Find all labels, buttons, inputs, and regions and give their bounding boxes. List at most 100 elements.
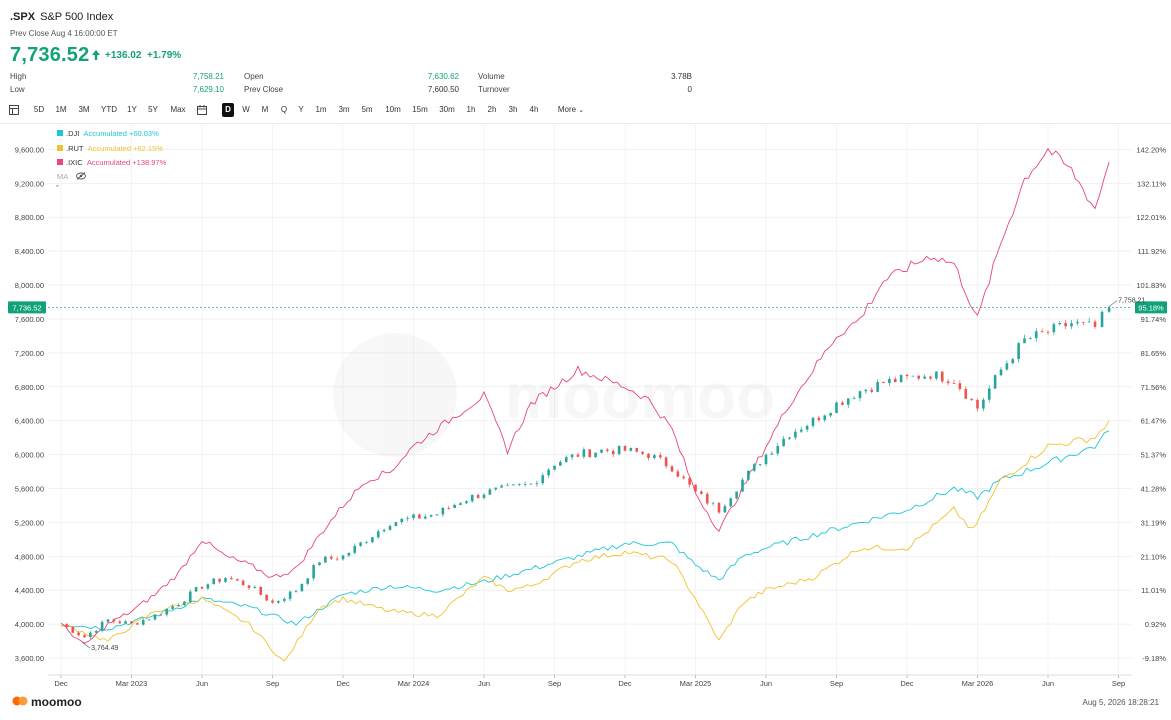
spx-candle-body bbox=[647, 453, 650, 458]
x-tick-label: Sep bbox=[1112, 679, 1125, 688]
interval-30m[interactable]: 30m bbox=[439, 105, 455, 114]
interval-w[interactable]: W bbox=[242, 105, 250, 114]
x-tick-label: Mar 2026 bbox=[962, 679, 994, 688]
spx-candle-body bbox=[976, 399, 979, 409]
spx-candle-body bbox=[535, 483, 539, 484]
spx-candle-body bbox=[729, 498, 733, 507]
spx-candle-body bbox=[935, 371, 938, 379]
spx-candle-body bbox=[406, 518, 409, 519]
series-line-rut bbox=[60, 420, 1110, 662]
interval-2h[interactable]: 2h bbox=[487, 105, 497, 114]
legend-text-dji: Accumulated +60.03% bbox=[83, 129, 159, 138]
x-tick-label: Mar 2025 bbox=[680, 679, 712, 688]
spx-candle-body bbox=[811, 417, 815, 426]
calendar-icon[interactable] bbox=[197, 105, 207, 115]
interval-m[interactable]: M bbox=[261, 105, 269, 114]
high-marker-line bbox=[1108, 300, 1118, 307]
collapse-legend-icon[interactable]: ˆ bbox=[56, 184, 59, 194]
interval-3m[interactable]: 3m bbox=[338, 105, 350, 114]
spx-candle-body bbox=[94, 630, 98, 633]
spx-candle-body bbox=[817, 417, 821, 421]
legend-swatch-dji bbox=[57, 130, 63, 136]
interval-1m[interactable]: 1m bbox=[315, 105, 327, 114]
current-price-tag bbox=[8, 301, 46, 314]
interval-10m[interactable]: 10m bbox=[385, 105, 401, 114]
spx-candle-body bbox=[799, 429, 803, 432]
spx-candle-body bbox=[476, 494, 480, 498]
interval-4h[interactable]: 4h bbox=[529, 105, 539, 114]
eye-off-icon[interactable] bbox=[75, 172, 86, 180]
y-tick-label-right: 81.65% bbox=[1141, 349, 1167, 358]
spx-candle-body bbox=[288, 591, 292, 599]
spx-candle-body bbox=[118, 621, 122, 624]
spx-candle-body bbox=[312, 565, 315, 579]
legend-symbol-dji: .DJI bbox=[66, 129, 80, 138]
spx-candle-body bbox=[183, 601, 186, 606]
spx-candle-body bbox=[153, 614, 157, 620]
y-tick-label-left: 4,400.00 bbox=[15, 586, 44, 595]
spx-candle-body bbox=[653, 455, 656, 458]
spx-candle-body bbox=[700, 491, 703, 494]
spx-candle-body bbox=[1070, 323, 1073, 327]
spx-candle-body bbox=[717, 502, 721, 513]
legend-item-ixic[interactable]: .IXIC Accumulated +138.97% bbox=[57, 158, 166, 167]
interval-5m[interactable]: 5m bbox=[361, 105, 373, 114]
prev-close-time: Prev Close Aug 4 16:00:00 ET bbox=[10, 29, 118, 38]
spx-candle-body bbox=[512, 484, 515, 486]
y-tick-label-left: 6,400.00 bbox=[15, 417, 44, 426]
range-1m[interactable]: 1M bbox=[55, 105, 67, 114]
interval-1h[interactable]: 1h bbox=[466, 105, 476, 114]
spx-candle-body bbox=[694, 484, 697, 492]
more-dropdown[interactable]: More ⌄ bbox=[554, 103, 588, 117]
spx-candle-body bbox=[594, 452, 597, 458]
range-ytd[interactable]: YTD bbox=[101, 105, 117, 114]
ma-toggle[interactable]: MA bbox=[57, 172, 86, 181]
legend-item-rut[interactable]: .RUT Accumulated +62.15% bbox=[57, 144, 163, 153]
grid-lines bbox=[48, 124, 1132, 678]
spx-candle-body bbox=[1005, 363, 1009, 370]
spx-candle-body bbox=[529, 483, 533, 485]
y-tick-label-left: 3,600.00 bbox=[15, 654, 44, 663]
chart-layout-icon[interactable] bbox=[9, 105, 19, 115]
spx-candle-body bbox=[776, 446, 780, 454]
spx-candle-body bbox=[1034, 331, 1038, 339]
spx-candle-body bbox=[664, 457, 668, 467]
spx-candle-body bbox=[911, 375, 915, 377]
spx-candle-body bbox=[711, 502, 715, 504]
spx-candle-body bbox=[752, 464, 756, 471]
spx-candle-body bbox=[218, 578, 221, 582]
range-3m[interactable]: 3M bbox=[78, 105, 90, 114]
spx-candle-body bbox=[670, 466, 674, 472]
spx-candle-body bbox=[782, 438, 785, 447]
spx-candle-body bbox=[917, 375, 921, 379]
toolbar-divider bbox=[0, 123, 1171, 124]
range-5d[interactable]: 5D bbox=[33, 105, 45, 114]
spx-candle-body bbox=[459, 503, 462, 505]
interval-d[interactable]: D bbox=[222, 103, 234, 117]
range-5y[interactable]: 5Y bbox=[148, 105, 158, 114]
interval-y[interactable]: Y bbox=[298, 105, 304, 114]
spx-candle-body bbox=[89, 632, 92, 638]
spx-candle-body bbox=[805, 425, 809, 430]
spx-candle-body bbox=[500, 485, 503, 488]
spx-candle-body bbox=[294, 591, 298, 593]
y-tick-label-right: 31.19% bbox=[1141, 518, 1167, 527]
range-max[interactable]: Max bbox=[170, 105, 186, 114]
spx-candle-body bbox=[241, 580, 245, 586]
spx-candle-body bbox=[429, 515, 433, 517]
current-pct-label: 95.18% bbox=[1138, 303, 1164, 312]
range-1y[interactable]: 1Y bbox=[127, 105, 137, 114]
y-tick-label-right: 101.83% bbox=[1136, 281, 1166, 290]
legend-item-dji[interactable]: .DJI Accumulated +60.03% bbox=[57, 129, 159, 138]
spx-candle-body bbox=[71, 626, 75, 633]
interval-3h[interactable]: 3h bbox=[508, 105, 518, 114]
y-tick-label-left: 7,600.00 bbox=[15, 315, 44, 324]
comparison-chart[interactable]: moomoo 9,600.00 9,200.00 8,800.00 8,400.00 8… bbox=[0, 124, 1171, 694]
low-label: Low bbox=[10, 85, 25, 94]
interval-q[interactable]: Q bbox=[280, 105, 288, 114]
interval-15m[interactable]: 15m bbox=[412, 105, 428, 114]
legend-symbol-rut: .RUT bbox=[66, 144, 84, 153]
legend-swatch-ixic bbox=[57, 159, 63, 165]
spx-candle-body bbox=[329, 556, 333, 559]
spx-candle-body bbox=[1100, 311, 1104, 327]
